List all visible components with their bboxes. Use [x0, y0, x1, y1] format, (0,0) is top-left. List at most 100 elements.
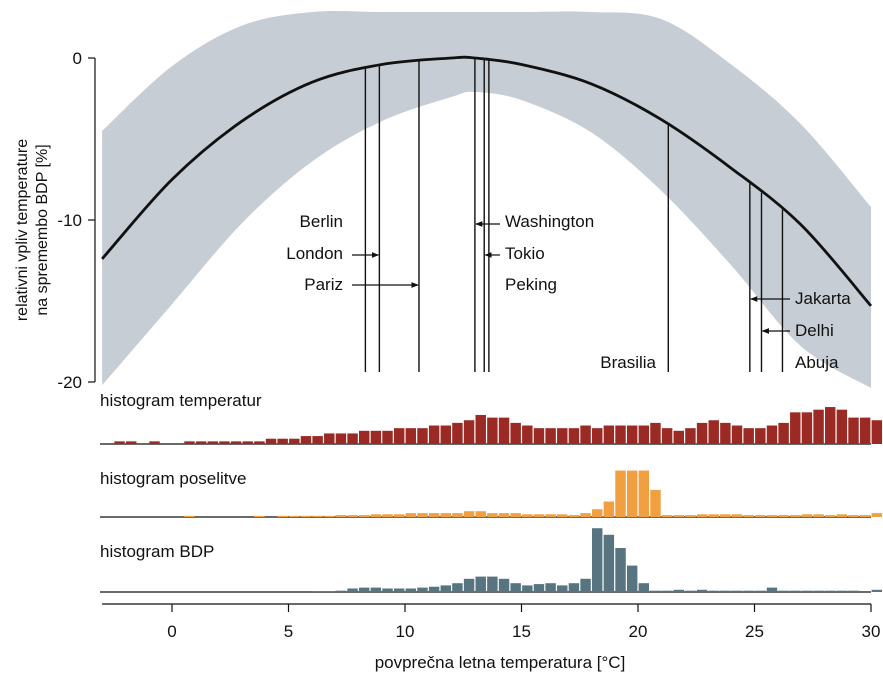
histogram-bar: [207, 441, 218, 444]
histogram-bar: [848, 590, 859, 592]
histogram-bar: [324, 433, 335, 444]
histogram-title: histogram poselitve: [100, 469, 246, 488]
histogram-bar: [428, 513, 440, 517]
histogram-bar: [766, 425, 778, 444]
histogram-bar: [685, 590, 696, 592]
histogram-title: histogram temperatur: [100, 391, 262, 410]
confidence-band: [102, 10, 872, 388]
histogram-bar: [324, 515, 335, 517]
histogram-bar: [475, 414, 486, 444]
histogram-bar: [731, 590, 743, 592]
city-label-tokio: Tokio: [505, 244, 545, 263]
histogram-bar: [533, 514, 545, 517]
x-tick-label: 10: [396, 622, 415, 641]
histogram-bar: [592, 528, 603, 592]
histogram-bar: [254, 441, 265, 444]
histogram-bar: [312, 436, 323, 444]
histogram-bar: [475, 511, 486, 517]
histogram-bar: [277, 515, 288, 517]
histogram-2: histogram poselitve: [100, 469, 883, 518]
city-label-pariz: Pariz: [304, 275, 343, 294]
histogram-bar: [685, 515, 696, 517]
histogram-bar: [836, 590, 848, 592]
histogram-bar: [184, 515, 195, 517]
histogram-bar: [859, 417, 871, 444]
city-label-abuja: Abuja: [795, 353, 839, 372]
histogram-bar: [545, 583, 556, 592]
histogram-bar: [813, 590, 824, 592]
histogram-bar: [557, 514, 568, 517]
city-label-peking: Peking: [505, 275, 557, 294]
histogram-bar: [650, 422, 661, 444]
histogram-bar: [825, 407, 836, 444]
histogram-bar: [685, 428, 696, 444]
histogram-bar: [615, 470, 626, 517]
x-tick-label: 25: [745, 622, 764, 641]
histogram-bar: [638, 583, 650, 592]
histogram-bar: [545, 514, 556, 517]
histogram-bar: [417, 428, 428, 444]
histogram-bar: [254, 515, 265, 517]
histogram-bar: [708, 420, 719, 444]
y-tick-label: -20: [57, 373, 82, 392]
histogram-bar: [755, 590, 766, 592]
histogram-bar: [731, 425, 743, 444]
histogram-bar: [335, 433, 347, 444]
histogram-bar: [393, 514, 405, 517]
histogram-bar: [848, 515, 859, 517]
histogram-bar: [871, 420, 883, 444]
histogram-bar: [452, 583, 463, 592]
response-curve: [101, 55, 873, 307]
histogram-bar: [405, 588, 417, 592]
histogram-bar: [335, 590, 347, 592]
histogram-bar: [347, 588, 358, 592]
histogram-bar: [557, 585, 568, 592]
histogram-bar: [801, 412, 813, 444]
histogram-bar: [790, 590, 801, 592]
histogram-bar: [359, 587, 370, 592]
histogram-bar: [347, 433, 358, 444]
histogram-bar: [300, 436, 312, 444]
histogram-bar: [673, 589, 684, 592]
histogram-bar: [755, 515, 766, 517]
histogram-bar: [638, 425, 650, 444]
histogram-bar: [766, 515, 778, 517]
histogram-bar: [592, 509, 603, 517]
histogram-bar: [696, 589, 708, 592]
histogram-bar: [452, 422, 463, 444]
histogram-bar: [825, 590, 836, 592]
histogram-bar: [790, 412, 801, 444]
y-tick-label: 0: [73, 49, 82, 68]
histogram-bar: [848, 417, 859, 444]
histogram-bar: [463, 420, 475, 444]
histogram-bar: [230, 441, 242, 444]
histogram-bar: [533, 584, 545, 592]
city-label-jakarta: Jakarta: [795, 289, 851, 308]
histogram-bar: [324, 591, 335, 592]
histogram-bar: [557, 428, 568, 444]
histogram-bar: [417, 587, 428, 592]
histogram-bar: [731, 514, 743, 517]
histogram-bar: [533, 428, 545, 444]
histogram-bar: [650, 489, 661, 517]
histogram-bar: [696, 514, 708, 517]
histogram-bar: [126, 441, 137, 444]
histogram-bar: [393, 428, 405, 444]
histogram-bar: [592, 428, 603, 444]
histogram-bar: [463, 511, 475, 517]
histogram-bar: [743, 515, 754, 517]
histogram-1: histogram temperatur: [100, 391, 883, 445]
histogram-bar: [265, 438, 277, 444]
histogram-bar: [440, 425, 451, 444]
x-tick-label: 5: [284, 622, 293, 641]
histogram-bar: [289, 438, 300, 444]
histogram-bar: [510, 513, 521, 517]
histogram-bar: [871, 589, 883, 592]
histogram-bar: [766, 587, 778, 592]
histogram-bar: [720, 590, 731, 592]
histogram-bar: [603, 425, 615, 444]
x-tick-label: 30: [862, 622, 881, 641]
histogram-bar: [149, 441, 160, 444]
histogram-bar: [836, 514, 848, 517]
